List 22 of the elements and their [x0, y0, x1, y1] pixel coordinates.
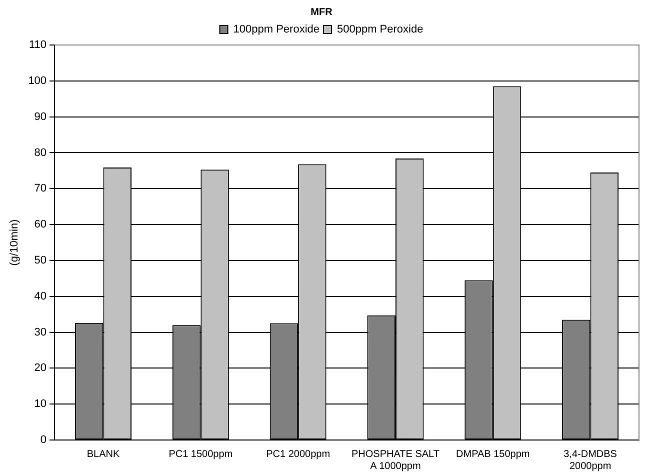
- x-tick-label: DMPAB 150ppm: [456, 448, 530, 460]
- y-tick-label: 90: [34, 110, 47, 123]
- y-tick-label: 10: [34, 398, 47, 410]
- y-tick-label: 0: [40, 434, 47, 446]
- legend-label: 100ppm Peroxide: [233, 24, 320, 36]
- legend-label: 500ppm Peroxide: [337, 24, 424, 36]
- chart-title: MFR: [310, 6, 334, 18]
- y-tick-label: 60: [34, 218, 47, 231]
- x-tick-label: BLANK: [86, 448, 120, 460]
- x-tick-label: PC1 2000ppm: [266, 448, 330, 460]
- x-tick-label: PHOSPHATE SALT A 1000ppm: [351, 448, 440, 472]
- y-tick-label: 110: [29, 39, 47, 52]
- x-tick-label: 3,4-DMDBS 2000ppm: [564, 448, 618, 472]
- y-tick-label: 50: [34, 254, 47, 266]
- y-tick-label: 20: [34, 362, 47, 374]
- y-tick-label: 30: [34, 326, 47, 338]
- y-tick-label: 40: [34, 290, 47, 302]
- x-tick-label: PC1 1500ppm: [168, 448, 233, 460]
- y-tick-label: 70: [34, 182, 47, 195]
- y-tick-label: 80: [34, 146, 47, 159]
- y-axis-title: (g/10min): [8, 219, 21, 266]
- y-tick-label: 100: [28, 74, 47, 87]
